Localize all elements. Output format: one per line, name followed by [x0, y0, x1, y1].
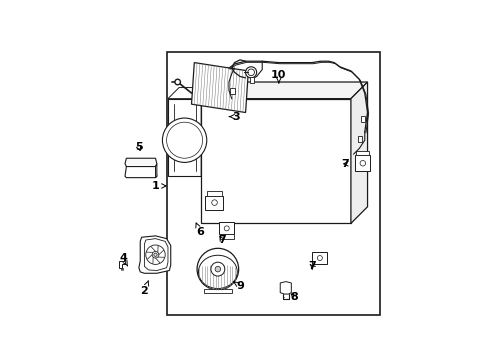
Polygon shape — [155, 164, 157, 177]
Polygon shape — [351, 82, 368, 223]
Circle shape — [162, 118, 207, 162]
Bar — [219, 222, 235, 234]
Polygon shape — [125, 158, 157, 167]
Polygon shape — [168, 87, 212, 99]
Bar — [358, 135, 362, 141]
Bar — [361, 116, 365, 122]
Polygon shape — [280, 282, 292, 294]
Circle shape — [318, 256, 322, 261]
Bar — [220, 234, 234, 239]
Circle shape — [167, 122, 203, 158]
Text: 5: 5 — [135, 142, 143, 152]
Bar — [207, 191, 222, 195]
Polygon shape — [120, 261, 125, 268]
Circle shape — [146, 245, 165, 264]
Text: 9: 9 — [233, 281, 244, 291]
Text: 1: 1 — [151, 181, 166, 191]
Bar — [167, 51, 380, 315]
Text: 8: 8 — [290, 292, 298, 302]
Text: 4: 4 — [119, 253, 127, 266]
Circle shape — [154, 253, 157, 256]
Bar — [230, 89, 235, 94]
Circle shape — [224, 226, 229, 231]
Circle shape — [248, 69, 254, 76]
Text: 6: 6 — [196, 223, 204, 237]
Text: 7: 7 — [342, 159, 349, 169]
Polygon shape — [201, 99, 351, 223]
Circle shape — [212, 200, 217, 205]
Polygon shape — [139, 236, 171, 273]
Polygon shape — [192, 63, 248, 112]
Text: 2: 2 — [141, 281, 148, 296]
Polygon shape — [201, 82, 368, 99]
Bar — [250, 77, 254, 84]
Polygon shape — [201, 87, 212, 176]
Circle shape — [360, 161, 366, 166]
Polygon shape — [125, 167, 157, 177]
Circle shape — [215, 266, 221, 272]
Circle shape — [245, 67, 257, 78]
Bar — [204, 288, 232, 293]
Polygon shape — [168, 99, 201, 176]
Text: 3: 3 — [229, 112, 240, 122]
Text: 7: 7 — [308, 261, 316, 271]
Bar — [312, 252, 327, 264]
Text: 10: 10 — [271, 70, 287, 83]
Bar — [355, 156, 370, 171]
Text: 7: 7 — [218, 235, 226, 245]
Bar — [356, 151, 369, 156]
Ellipse shape — [198, 255, 237, 288]
Circle shape — [211, 262, 225, 276]
Polygon shape — [145, 239, 168, 270]
Circle shape — [197, 248, 239, 290]
Circle shape — [175, 79, 180, 85]
Circle shape — [152, 251, 159, 258]
Bar — [205, 195, 223, 210]
